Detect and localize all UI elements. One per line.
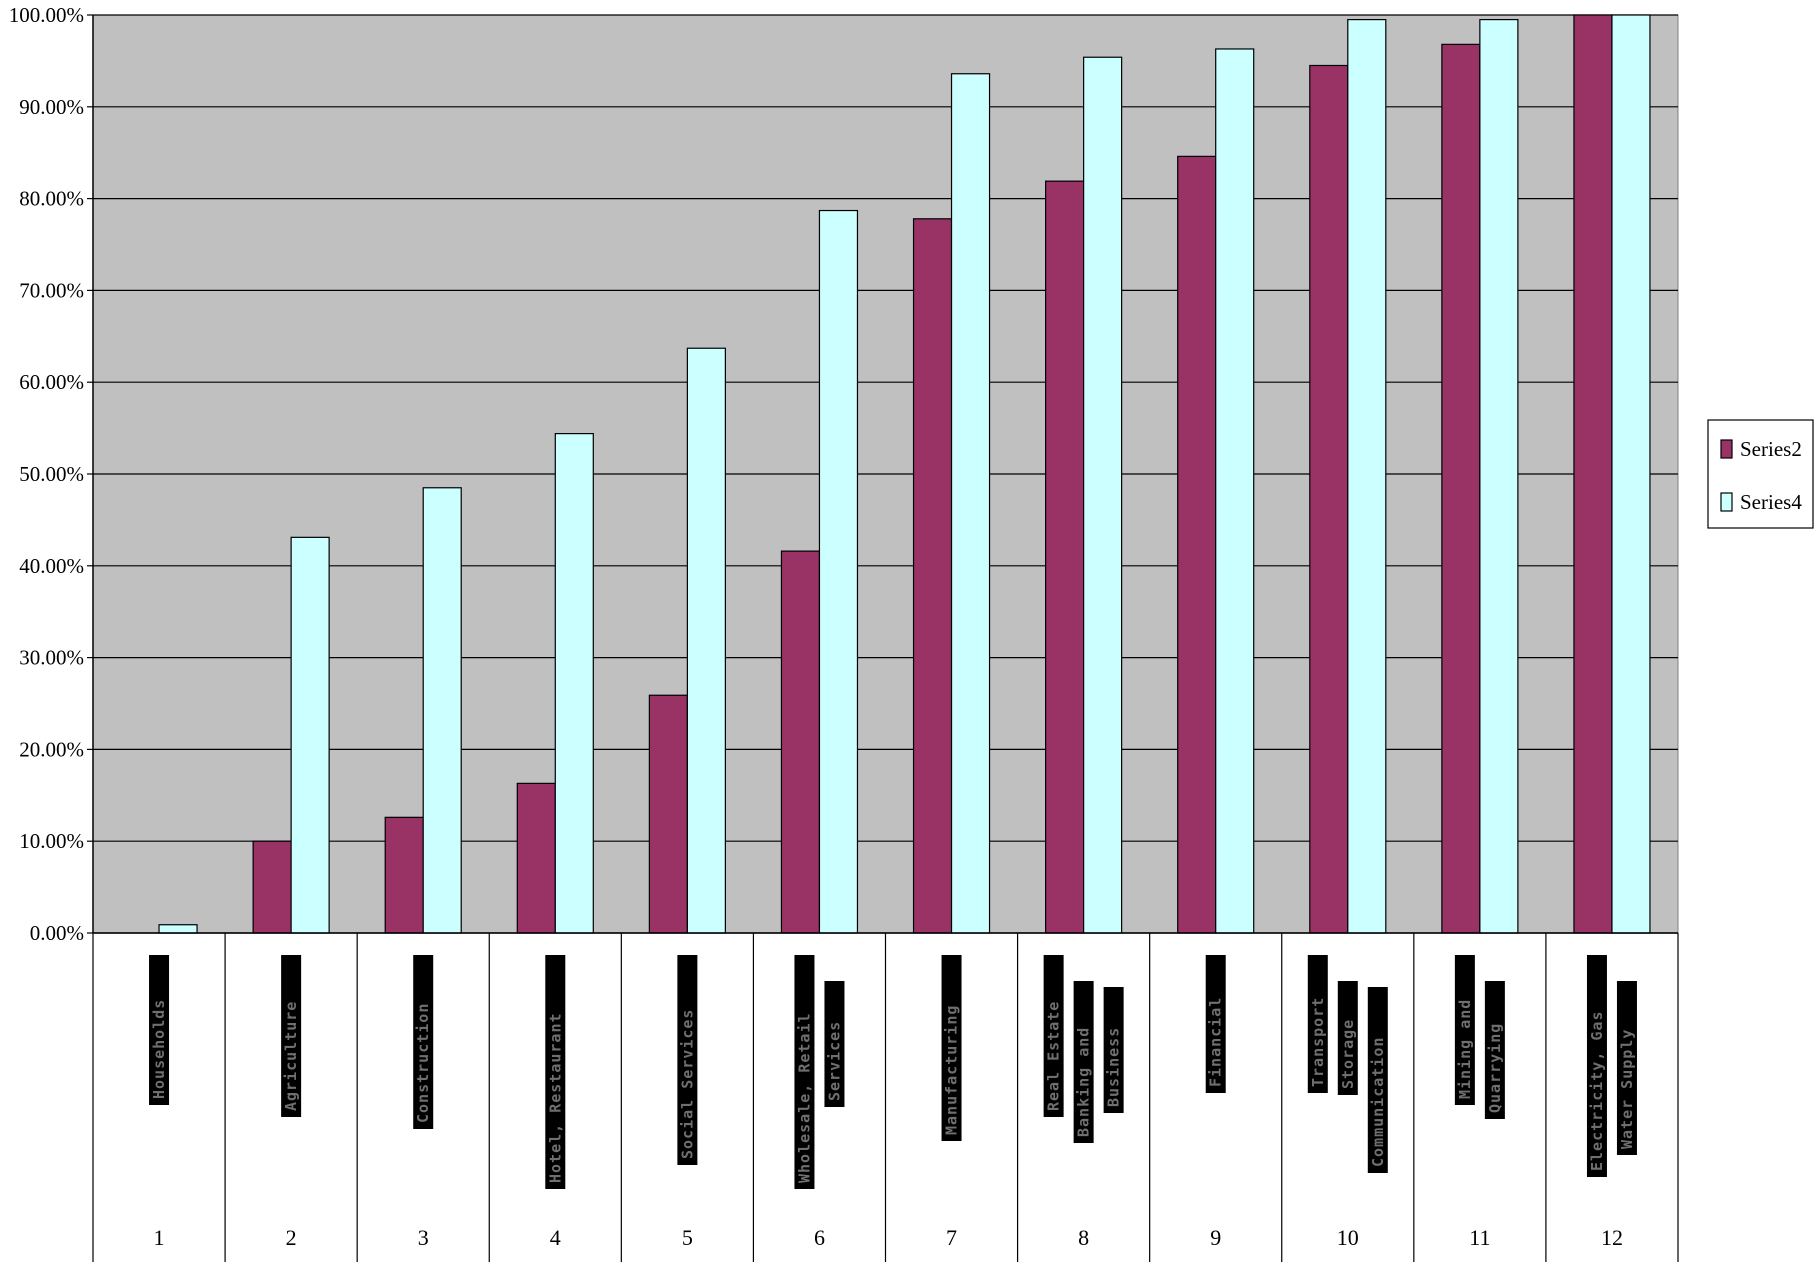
category-text-label: Services bbox=[825, 1021, 843, 1101]
bar-series4-8 bbox=[1083, 56, 1123, 934]
category-label-3: 3 bbox=[418, 1225, 429, 1250]
category-text-box bbox=[677, 955, 698, 1165]
bar-series4-2 bbox=[290, 536, 330, 934]
bars bbox=[158, 14, 1651, 934]
category-text-box bbox=[281, 955, 302, 1117]
bar-series4-12 bbox=[1611, 14, 1651, 934]
bar-series2-8 bbox=[1045, 180, 1085, 934]
category-text-label: Agriculture bbox=[282, 1001, 300, 1111]
category-text-box bbox=[413, 955, 434, 1129]
bar-series4-6 bbox=[818, 209, 859, 934]
bar-series2-6 bbox=[780, 550, 821, 934]
legend-label-series4: Series4 bbox=[1740, 490, 1802, 514]
legend-label-series2: Series2 bbox=[1740, 437, 1802, 461]
category-table: 1 Households 2 Agriculture 3 Construction 4 Hot… bbox=[92, 932, 1679, 1262]
bar-series2-2 bbox=[252, 840, 292, 934]
category-text-box bbox=[1484, 981, 1505, 1119]
category-text-box bbox=[1454, 955, 1475, 1105]
y-tick-label: 70.00% bbox=[19, 278, 84, 302]
y-tick-label: 30.00% bbox=[19, 646, 84, 670]
y-tick-label: 50.00% bbox=[19, 462, 84, 486]
bar-series4-5 bbox=[686, 347, 726, 934]
category-text-label: Water Supply bbox=[1618, 1029, 1636, 1149]
bar-series4-9 bbox=[1215, 48, 1255, 934]
category-label-6: 6 bbox=[814, 1225, 825, 1250]
bar-series2-12 bbox=[1573, 14, 1613, 934]
category-text-box bbox=[1586, 955, 1607, 1177]
category-text-box bbox=[1616, 981, 1637, 1155]
bar-series2-5 bbox=[648, 694, 688, 934]
category-text-box bbox=[1367, 987, 1388, 1173]
category-text-label: Transport bbox=[1309, 997, 1327, 1087]
category-label-11: 11 bbox=[1469, 1225, 1490, 1250]
category-text-label: Business bbox=[1105, 1027, 1123, 1107]
bar-series4-3 bbox=[422, 487, 462, 934]
category-text-label: Mining and bbox=[1456, 999, 1474, 1099]
category-text-box bbox=[149, 955, 170, 1105]
bar-series4-7 bbox=[950, 73, 991, 934]
category-text-box bbox=[1205, 955, 1226, 1093]
category-text-label: Banking and bbox=[1075, 1027, 1093, 1137]
bar-series2-3 bbox=[384, 816, 424, 934]
category-text-box bbox=[1337, 981, 1358, 1095]
category-label-5: 5 bbox=[682, 1225, 693, 1250]
y-tick-label: 0.00% bbox=[30, 921, 84, 945]
category-text-label: Real Estate bbox=[1045, 1001, 1063, 1111]
y-axis-ticks: 0.00% 10.00% 20.00% 30.00% 40.00% 50.00% 60.00… bbox=[9, 3, 84, 945]
category-label-10: 10 bbox=[1337, 1225, 1359, 1250]
category-text-label: Communication bbox=[1369, 1037, 1387, 1167]
legend-swatch-series4 bbox=[1720, 492, 1733, 512]
category-label-1: 1 bbox=[154, 1225, 165, 1250]
category-label-7: 7 bbox=[946, 1225, 957, 1250]
category-text-label: Quarrying bbox=[1486, 1023, 1504, 1113]
y-tick-label: 100.00% bbox=[9, 3, 84, 27]
category-text-label: Electricity, Gas bbox=[1588, 1011, 1606, 1172]
bar-series4-11 bbox=[1479, 18, 1519, 934]
bar-series4-4 bbox=[554, 433, 594, 934]
y-tick-label: 80.00% bbox=[19, 187, 84, 211]
bar-series4-10 bbox=[1347, 18, 1387, 934]
category-text-label: Social Services bbox=[678, 1009, 696, 1159]
category-text-label: Storage bbox=[1339, 1019, 1357, 1089]
bar-series2-4 bbox=[516, 782, 556, 934]
category-text-label: Manufacturing bbox=[943, 1005, 961, 1135]
category-label-12: 12 bbox=[1601, 1225, 1623, 1250]
category-text-box bbox=[1073, 981, 1094, 1143]
category-text-label: Hotel, Restaurant bbox=[546, 1012, 564, 1183]
y-tick-label: 10.00% bbox=[19, 829, 84, 853]
bar-series2-9 bbox=[1177, 155, 1217, 934]
category-text-label: Financial bbox=[1207, 997, 1225, 1087]
category-text-box bbox=[1043, 955, 1064, 1117]
category-text-box bbox=[1307, 955, 1328, 1093]
category-text-box bbox=[545, 955, 566, 1189]
category-text-label: Households bbox=[150, 999, 168, 1099]
category-text-label: Construction bbox=[414, 1003, 432, 1123]
bar-series2-11 bbox=[1441, 43, 1481, 934]
category-label-2: 2 bbox=[286, 1225, 297, 1250]
category-text-box bbox=[1103, 987, 1124, 1113]
category-text-label: Wholesale, Retail bbox=[795, 1012, 813, 1183]
category-text-box bbox=[794, 955, 815, 1189]
y-tick-label: 20.00% bbox=[19, 737, 84, 761]
category-label-4: 4 bbox=[550, 1225, 561, 1250]
legend: Series2 Series4 bbox=[1707, 419, 1814, 529]
category-label-8: 8 bbox=[1078, 1225, 1089, 1250]
category-text-box bbox=[941, 955, 962, 1141]
bar-series2-7 bbox=[912, 218, 953, 934]
bar-series4-1 bbox=[158, 924, 198, 934]
category-text-box bbox=[824, 981, 845, 1107]
legend-swatch-series2 bbox=[1720, 439, 1733, 459]
y-tick-label: 40.00% bbox=[19, 554, 84, 578]
y-tick-label: 60.00% bbox=[19, 370, 84, 394]
y-tick-label: 90.00% bbox=[19, 95, 84, 119]
bar-series2-10 bbox=[1309, 64, 1349, 934]
category-label-9: 9 bbox=[1210, 1225, 1221, 1250]
